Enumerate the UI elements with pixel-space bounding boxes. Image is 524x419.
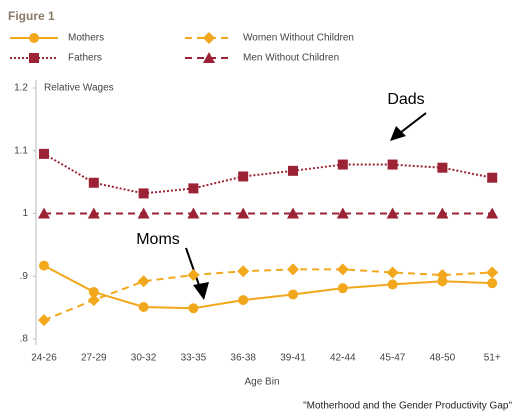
point [237,207,250,219]
x-tick-label: 51+ [484,353,501,364]
point [88,177,99,188]
annotation: Moms [136,231,180,248]
legend-label: Fathers [68,53,102,64]
legend-marker [29,33,39,43]
y-tick-label: .9 [20,271,29,282]
x-tick-label: 36-38 [230,353,256,364]
x-tick-label: 48-50 [430,353,456,364]
x-tick-label: 33-35 [181,353,207,364]
x-tick-label: 30-32 [131,353,157,364]
point [238,295,249,306]
point [436,268,449,281]
point [38,207,50,219]
series-line [43,268,493,322]
x-tick-label: 39-41 [280,353,306,364]
x-tick-label: 42-44 [330,353,356,364]
point [137,275,150,288]
point [287,263,299,276]
x-tick-label: 45-47 [380,353,406,364]
point [87,207,100,219]
point [436,207,449,219]
point [486,207,499,219]
point [238,171,249,182]
caption: "Motherhood and the Gender Productivity … [303,401,512,412]
point [387,279,398,290]
point [287,207,299,219]
point [87,294,100,307]
point [486,266,499,279]
point [387,159,398,170]
point [337,159,348,170]
legend-marker [203,32,215,44]
y-axis-label: Relative Wages [44,83,114,94]
point [39,260,49,271]
point [187,268,200,281]
series-line [43,153,493,195]
y-tick-label: 1 [22,208,28,219]
legend-marker [29,53,39,63]
point [437,162,448,173]
point [487,278,498,289]
point [288,289,298,300]
series-line [43,264,493,310]
x-tick-label: 24-26 [31,353,57,364]
arrow [185,112,427,300]
y-tick-label: 1.1 [14,145,28,156]
legend-label: Women Without Children [243,33,354,44]
annotation: Dads [387,91,424,108]
point [187,207,200,219]
point [138,301,149,312]
x-axis-label: Age Bin [244,377,279,388]
y-tick-label: .8 [20,334,29,345]
point [237,265,250,278]
y-tick-label: 1.2 [14,83,28,94]
point [288,165,298,176]
point [386,266,399,279]
point [337,283,348,294]
point [386,207,399,219]
point [487,172,498,183]
point [137,207,150,219]
point [188,303,199,314]
chart-title: Figure 1 [8,9,55,23]
point [336,263,349,276]
legend-marker [203,52,215,63]
point [138,188,149,199]
point [336,207,349,219]
x-tick-label: 27-29 [81,353,107,364]
point [38,314,50,327]
legend-label: Men Without Children [243,53,339,64]
point [39,148,49,159]
legend-label: Mothers [68,33,104,44]
point [88,286,99,297]
point [188,183,199,194]
point [437,276,448,287]
